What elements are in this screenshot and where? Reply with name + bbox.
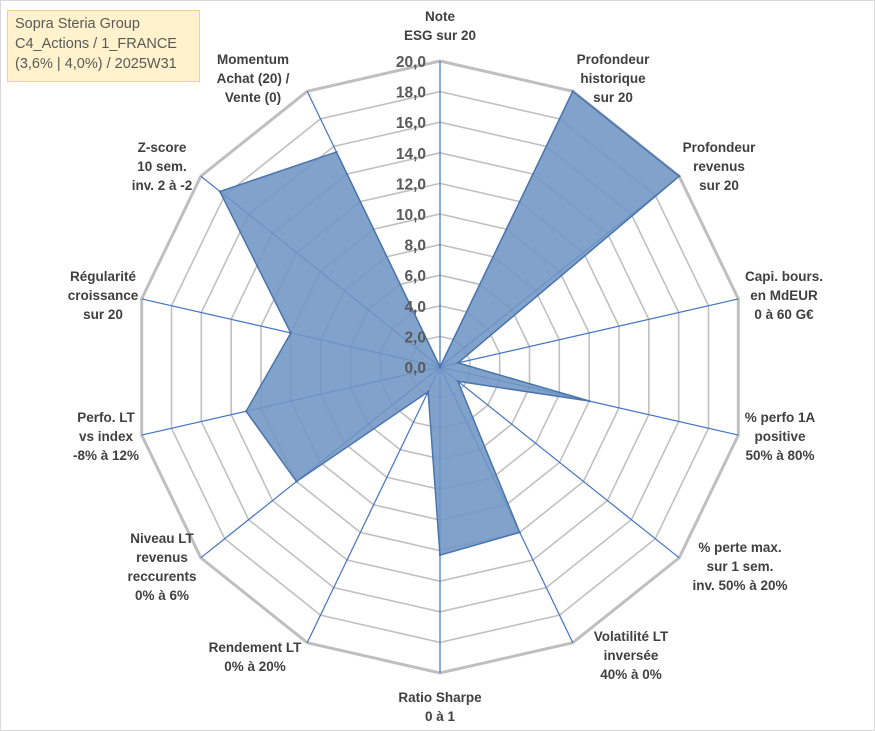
data-point-12 <box>218 190 222 193</box>
title-line-2: C4_Actions / 1_FRANCE <box>15 36 177 52</box>
radar-axis-labels: Note ESG sur 20 Profondeur historique sur 20… <box>68 9 823 724</box>
data-point-2 <box>678 175 681 178</box>
spoke-3 <box>439 298 739 368</box>
data-point-3 <box>456 361 460 365</box>
data-point-9 <box>295 480 298 483</box>
tick-label-1: 2,0 <box>404 329 426 346</box>
axis-label-2: Profondeur revenus sur 20 <box>683 140 756 193</box>
tick-label-4: 8,0 <box>404 238 426 255</box>
series-area <box>218 90 681 557</box>
axis-label-8: Rendement LT 0% à 20% <box>209 640 303 674</box>
axis-label-11: Régularité croissance sur 20 <box>68 269 139 322</box>
tick-label-8: 16,0 <box>396 115 426 132</box>
tick-label-5: 10,0 <box>396 207 426 224</box>
data-point-1 <box>571 90 574 93</box>
axis-label-13: Momentum Achat (20) / Vente (0) <box>217 52 290 105</box>
title-line-3: (3,6% | 4,0%) / 2025W31 <box>15 56 177 72</box>
axis-label-1: Profondeur historique sur 20 <box>577 52 650 105</box>
axis-label-12: Z-score 10 sem. inv. 2 à -2 <box>132 140 193 193</box>
axis-label-7: Ratio Sharpe 0 à 1 <box>398 690 482 724</box>
axis-label-4: % perfo 1A positive 50% à 80% <box>745 410 816 463</box>
data-point-7 <box>438 554 442 557</box>
spoke-5 <box>439 366 680 559</box>
title-line-1: Sopra Steria Group <box>15 16 140 32</box>
tick-label-6: 12,0 <box>396 176 426 193</box>
axis-label-3: Capi. bours. en MdEUR 0 à 60 G€ <box>745 269 823 322</box>
chart-title-box: Sopra Steria Group C4_Actions / 1_FRANCE… <box>7 10 200 82</box>
axis-label-0: Note ESG sur 20 <box>404 9 476 43</box>
tick-label-2: 4,0 <box>404 299 426 316</box>
tick-label-9: 18,0 <box>396 85 426 102</box>
tick-label-7: 14,0 <box>396 146 426 163</box>
data-point-13 <box>335 150 338 154</box>
data-point-5 <box>456 380 460 383</box>
tick-label-0: 0,0 <box>404 360 426 377</box>
axis-label-10: Perfo. LT vs index -8% à 12% <box>73 410 139 463</box>
axis-label-9: Niveau LT revenus reccurents 0% à 6% <box>127 531 196 603</box>
axis-label-5: % perte max. sur 1 sem. inv. 50% à 20% <box>692 540 787 593</box>
data-point-11 <box>289 331 292 335</box>
radar-series <box>218 90 681 557</box>
tick-label-10: 20,0 <box>396 54 426 71</box>
data-point-0 <box>438 365 442 369</box>
radar-tick-labels: 0,0 2,0 4,0 6,0 8,0 10,0 12,0 14,0 16,0 18,0 20,0 <box>396 54 426 377</box>
data-point-8 <box>426 390 430 393</box>
data-point-10 <box>244 410 248 413</box>
data-point-6 <box>518 531 521 534</box>
axis-label-6: Volatilité LT inversée 40% à 0% <box>594 629 669 682</box>
data-point-4 <box>588 399 591 403</box>
tick-label-3: 6,0 <box>404 268 426 285</box>
spoke-8 <box>306 366 441 643</box>
